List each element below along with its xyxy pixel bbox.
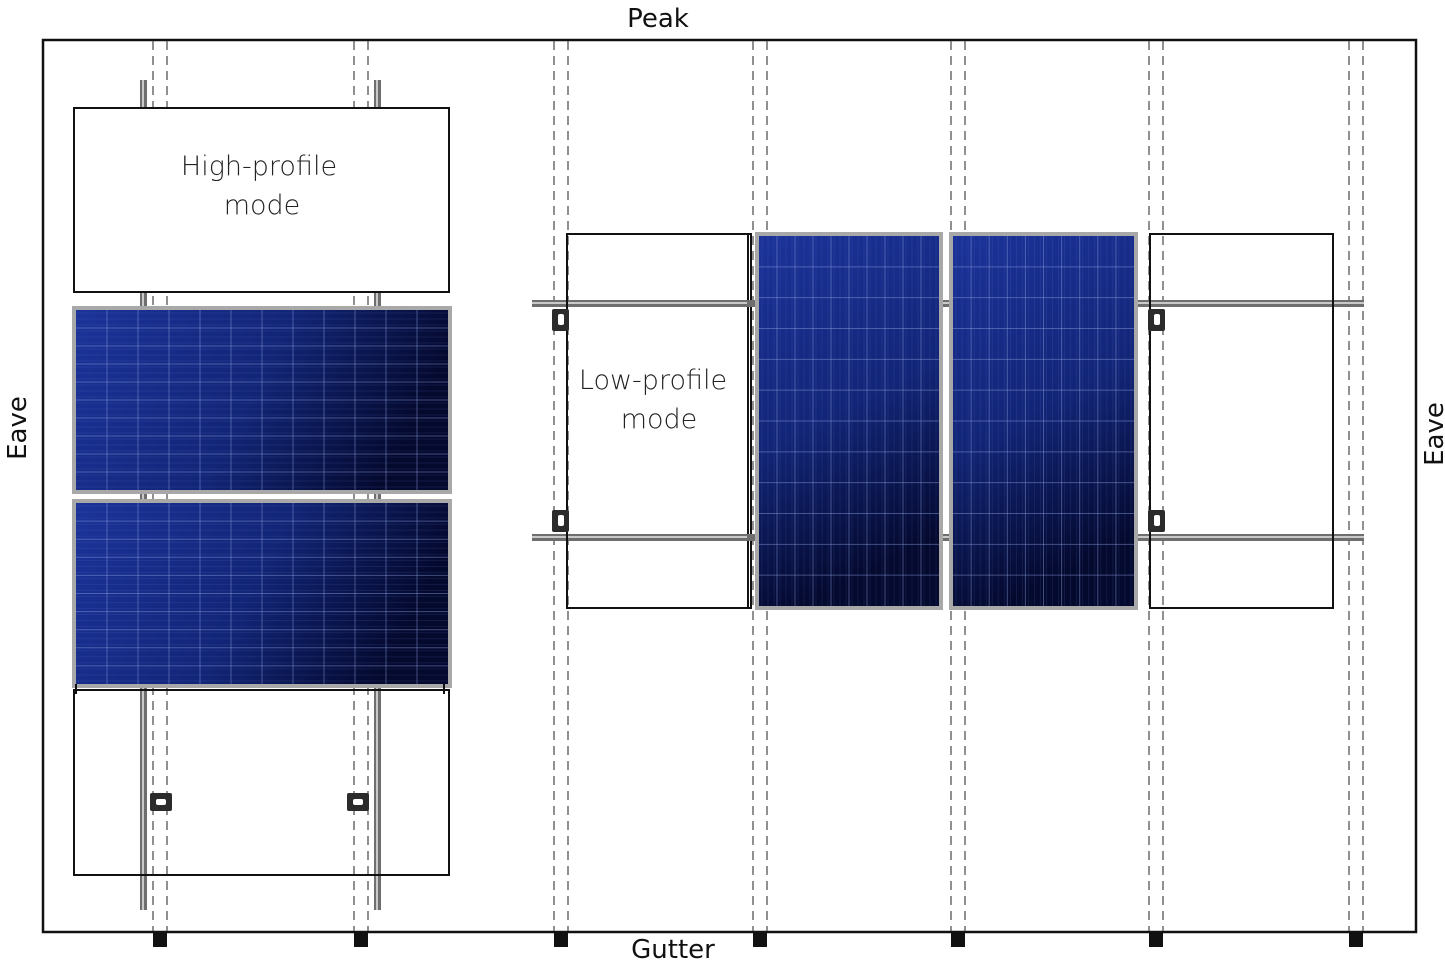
rafter-footing-3 bbox=[554, 932, 568, 947]
peak-label: Peak bbox=[627, 4, 689, 34]
rafter-footing-1 bbox=[153, 932, 167, 947]
mount-clip-1 bbox=[552, 309, 569, 331]
solar-panel-portrait-1 bbox=[755, 232, 943, 610]
empty-panel-outline-top bbox=[73, 107, 450, 293]
mount-clip-left bbox=[150, 793, 172, 811]
high-profile-label-line2: mode bbox=[224, 190, 301, 221]
high-profile-group: High-profile mode bbox=[72, 80, 452, 910]
solar-panel-landscape-2 bbox=[72, 499, 452, 688]
rafters bbox=[152, 41, 1364, 947]
empty-panel-outline-left bbox=[566, 233, 752, 609]
mount-clip-4 bbox=[1148, 510, 1165, 532]
rafter-footing-6 bbox=[1149, 932, 1163, 947]
roof-outline bbox=[41, 38, 1418, 934]
mount-clip-3 bbox=[1148, 309, 1165, 331]
low-profile-label-line1: Low-profile bbox=[579, 365, 727, 396]
rafter-footing-5 bbox=[951, 932, 965, 947]
gutter-label: Gutter bbox=[631, 935, 715, 964]
low-profile-label-line2: mode bbox=[621, 404, 698, 435]
eave-label-left: Eave bbox=[3, 396, 33, 460]
mount-clip-2 bbox=[552, 510, 569, 532]
rafter-footing-7 bbox=[1349, 932, 1363, 947]
empty-panel-outline-bottom bbox=[73, 689, 450, 876]
solar-panel-portrait-2 bbox=[949, 232, 1138, 610]
mount-clip-right bbox=[347, 793, 369, 811]
solar-panel-landscape-1 bbox=[72, 306, 452, 494]
rafter-footing-2 bbox=[354, 932, 368, 947]
low-profile-group: Low-profile mode bbox=[532, 232, 1364, 610]
empty-panel-outline-right bbox=[1149, 233, 1334, 609]
high-profile-label-line1: High-profile bbox=[181, 151, 337, 182]
eave-label-right: Eave bbox=[1420, 402, 1445, 466]
rafter-footing-4 bbox=[753, 932, 767, 947]
